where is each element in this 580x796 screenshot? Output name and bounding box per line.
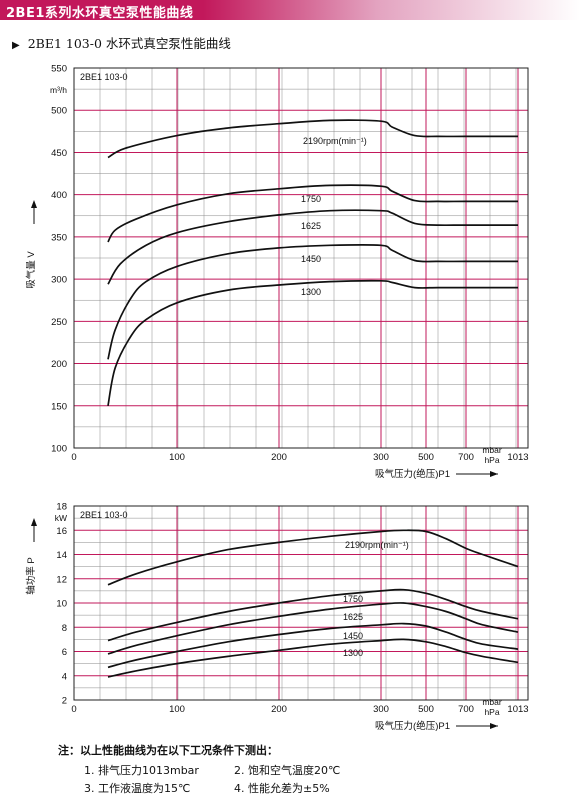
plot-frame <box>73 67 529 449</box>
y-tick-label: 500 <box>51 106 67 117</box>
series-label: 2190rpm(min⁻¹) <box>303 136 367 146</box>
x-tick-label: 1013 <box>507 452 528 463</box>
x-tick-label: 100 <box>169 704 185 715</box>
x-axis-arrowhead <box>490 723 498 729</box>
x-tick-label: 500 <box>418 452 434 463</box>
y-tick-label: 6 <box>62 647 67 658</box>
note-item: 1. 排气压力1013mbar <box>84 764 199 777</box>
note-item: 3. 工作液温度为15℃ <box>84 782 191 795</box>
subtitle: ▶ 2BE1 103-0 水环式真空泵性能曲线 <box>12 33 231 52</box>
x-tick-label: 500 <box>418 704 434 715</box>
note-item: 4. 性能允差为±5% <box>234 782 330 795</box>
x-unit-bottom: hPa <box>484 455 499 465</box>
x-unit-top: mbar <box>482 445 502 455</box>
y-tick-label: 8 <box>62 623 67 634</box>
x-tick-label: 700 <box>458 704 474 715</box>
triangle-bullet-icon: ▶ <box>12 40 20 51</box>
series-line <box>107 529 519 586</box>
y-tick-label: 18 <box>56 502 67 513</box>
x-tick-label: 0 <box>71 704 76 715</box>
header-title: 2BE1系列水环真空泵性能曲线 <box>6 6 194 21</box>
series-label: 1450 <box>301 254 321 264</box>
series-label: 1300 <box>301 287 321 297</box>
series-label: 1625 <box>343 612 363 622</box>
series-line <box>107 638 519 678</box>
x-tick-label: 200 <box>271 704 287 715</box>
y-axis-arrowhead <box>31 518 37 526</box>
x-unit-top: mbar <box>482 697 502 707</box>
x-unit-bottom: hPa <box>484 707 499 717</box>
series-line <box>107 119 518 159</box>
series-label: 2190rpm(min⁻¹) <box>345 540 409 550</box>
series-line <box>107 588 519 642</box>
notes-title: 注：以上性能曲线为在以下工况条件下测出： <box>58 744 278 757</box>
y-tick-label: 10 <box>56 599 67 610</box>
model-label: 2BE1 103-0 <box>80 510 128 520</box>
series-label: 1450 <box>343 631 363 641</box>
flow-chart: 100 150 200 250 300 350 400 450 500 550 0 100 200 300… <box>25 64 529 481</box>
y-axis-label: 吸气量 V <box>25 251 37 289</box>
x-axis-label: 吸气压力(绝压)P1 <box>375 720 450 732</box>
series-line <box>107 184 518 243</box>
note-item: 2. 饱和空气温度20℃ <box>234 764 341 777</box>
x-axis-arrowhead <box>490 471 498 477</box>
y-tick-label: 16 <box>56 526 67 537</box>
y-tick-label: 450 <box>51 148 67 159</box>
x-tick-label: 100 <box>169 452 185 463</box>
series-label: 1750 <box>343 594 363 604</box>
series-label: 1750 <box>301 194 321 204</box>
series-line <box>107 279 518 406</box>
y-tick-label: 300 <box>51 275 67 286</box>
series-line <box>107 622 519 669</box>
series-label: 1300 <box>343 648 363 658</box>
y-axis-arrowhead <box>31 200 37 208</box>
y-tick-label: 2 <box>62 696 67 707</box>
y-tick-label: 200 <box>51 359 67 370</box>
y-unit: m³/h <box>50 85 67 95</box>
y-tick-label: 12 <box>56 574 67 585</box>
y-tick-label: 4 <box>62 671 67 682</box>
y-tick-label: 250 <box>51 317 67 328</box>
power-chart: 2 4 6 8 10 12 14 16 18 0 100 200 300 500 700 1013 mbarhP… <box>25 502 529 733</box>
y-tick-label: 400 <box>51 190 67 201</box>
model-label: 2BE1 103-0 <box>80 72 128 82</box>
y-tick-label: 550 <box>51 64 67 75</box>
x-axis-label: 吸气压力(绝压)P1 <box>375 468 450 480</box>
x-tick-label: 700 <box>458 452 474 463</box>
x-tick-label: 300 <box>373 704 389 715</box>
x-tick-label: 300 <box>373 452 389 463</box>
series-line <box>107 602 519 655</box>
x-tick-label: 200 <box>271 452 287 463</box>
plot-frame <box>73 505 529 701</box>
y-axis-label: 轴功率 P <box>25 557 37 594</box>
header-bar: 2BE1系列水环真空泵性能曲线 <box>0 0 580 21</box>
x-tick-label: 1013 <box>507 704 528 715</box>
y-tick-label: 350 <box>51 232 67 243</box>
series-line <box>107 209 518 285</box>
y-tick-label: 14 <box>56 550 67 561</box>
series-line <box>107 243 518 360</box>
series-label: 1625 <box>301 221 321 231</box>
subtitle-text: 2BE1 103-0 水环式真空泵性能曲线 <box>27 36 231 51</box>
y-unit: kW <box>55 513 67 523</box>
y-tick-label: 100 <box>51 444 67 455</box>
y-tick-label: 150 <box>51 401 67 412</box>
x-tick-label: 0 <box>71 452 76 463</box>
